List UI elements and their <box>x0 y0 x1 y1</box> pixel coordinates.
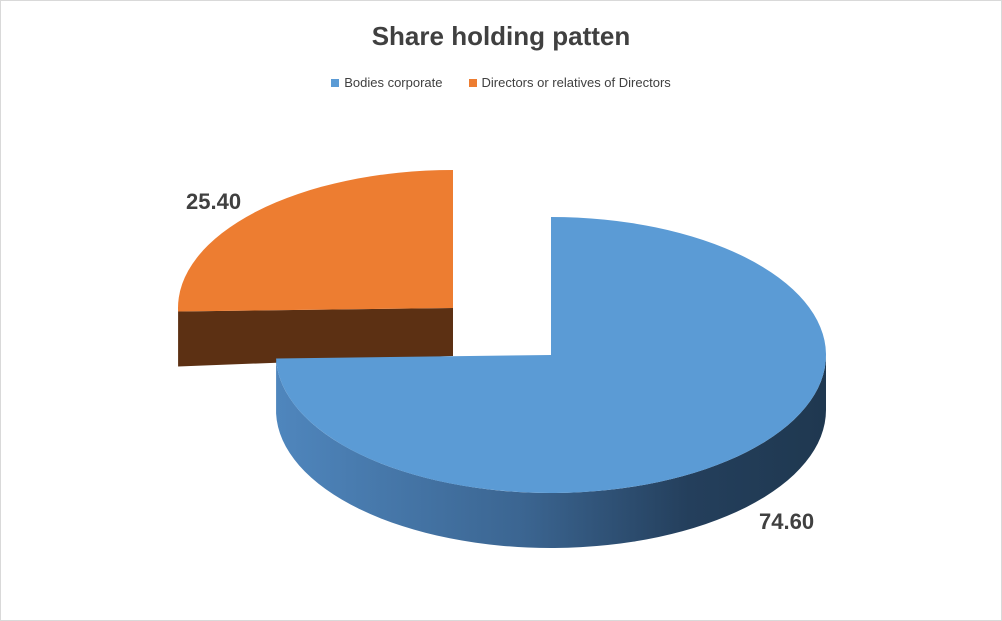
slice-bodies-corporate <box>276 217 826 493</box>
legend-item-bodies-corporate: Bodies corporate <box>331 75 443 90</box>
data-label-directors: 25.40 <box>186 189 241 214</box>
legend: Bodies corporate Directors or relatives … <box>1 75 1001 90</box>
legend-swatch <box>468 78 477 87</box>
legend-item-directors: Directors or relatives of Directors <box>468 75 671 90</box>
legend-swatch <box>331 78 340 87</box>
data-label-bodies-corporate: 74.60 <box>759 509 814 534</box>
slice-side-directors <box>178 308 453 367</box>
slice-side-bodies-corporate <box>276 355 826 548</box>
legend-label: Directors or relatives of Directors <box>481 75 671 90</box>
chart-title: Share holding patten <box>371 21 631 51</box>
slice-directors <box>178 170 454 312</box>
legend-label: Bodies corporate <box>344 75 443 90</box>
